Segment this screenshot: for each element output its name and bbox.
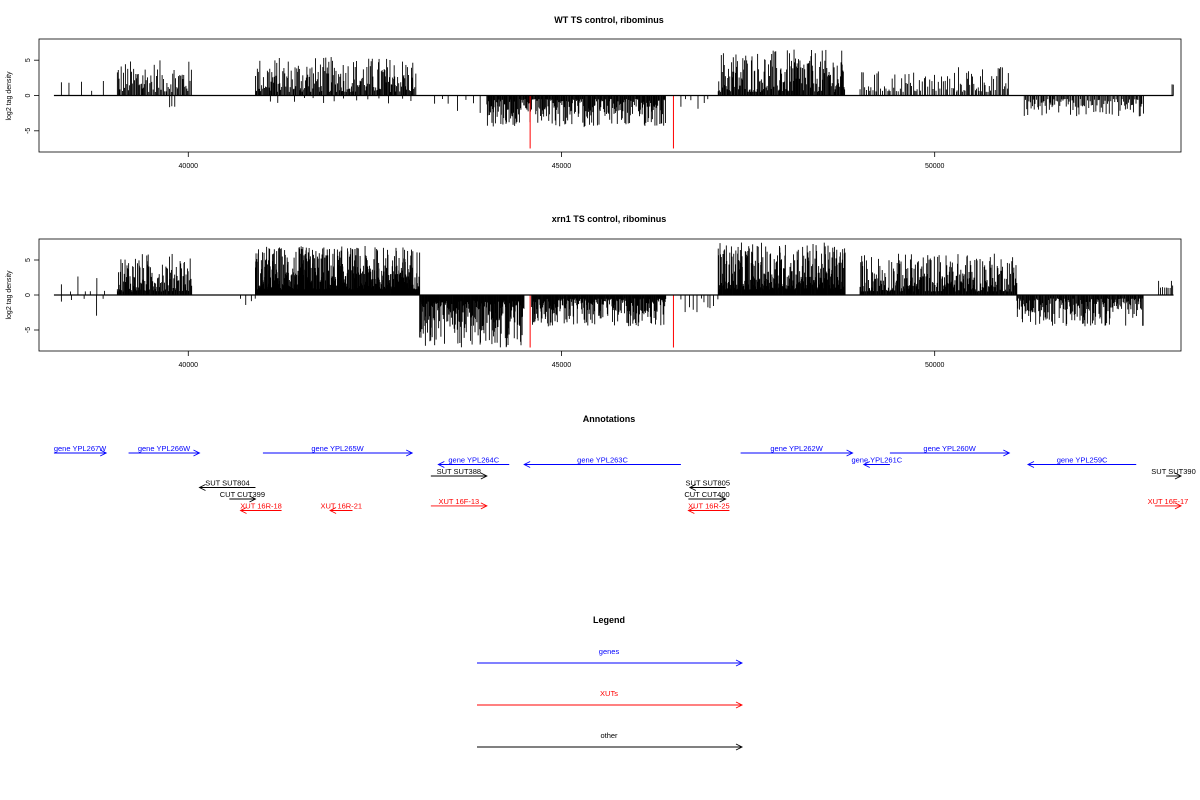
annotations-panel: Annotations gene YPL267W gene YPL266W gene… bbox=[54, 414, 1196, 514]
annotation-feature-label: gene YPL267W bbox=[54, 444, 107, 453]
legend-entry-label: genes bbox=[599, 647, 620, 656]
xrn1-density-bars bbox=[53, 242, 1174, 348]
xrn1-y-tick-label: -5 bbox=[25, 327, 32, 333]
wt-panel-title: WT TS control, ribominus bbox=[554, 15, 664, 25]
wt-density-panel: WT TS control, ribominus log2 tag densit… bbox=[6, 15, 1182, 170]
xrn1-y-axis-label: log2 tag density bbox=[6, 270, 13, 320]
annotation-feature-label: gene YPL262W bbox=[770, 444, 823, 453]
annotation-feature-arrowhead bbox=[198, 484, 206, 491]
legend-entry-arrowhead bbox=[735, 659, 744, 667]
annotation-feature-arrowhead bbox=[523, 461, 531, 468]
xrn1-x-tick-label: 40000 bbox=[179, 362, 199, 369]
wt-y-tick-label: -5 bbox=[25, 128, 32, 134]
legend-entry-arrowhead bbox=[735, 701, 744, 709]
annotation-feature-label: gene YPL263C bbox=[577, 456, 628, 465]
wt-x-tick-label: 40000 bbox=[179, 163, 199, 170]
annotation-feature-label: gene YPL266W bbox=[138, 444, 191, 453]
annotation-feature-arrowhead bbox=[239, 507, 247, 514]
annotation-feature-arrowhead bbox=[1026, 461, 1035, 468]
annotation-feature-label: gene YPL264C bbox=[448, 456, 499, 465]
annotation-feature-arrowhead bbox=[249, 495, 257, 503]
annotation-feature-label: XUT 16F-17 bbox=[1148, 497, 1189, 506]
annotation-feature-arrowhead bbox=[480, 502, 488, 510]
annotation-feature-arrowhead bbox=[99, 449, 108, 457]
annotation-feature-label: CUT CUT400 bbox=[684, 490, 729, 499]
annotation-feature-label: gene YPL261C bbox=[851, 456, 902, 465]
annotation-feature-arrowhead bbox=[1003, 449, 1011, 457]
annotation-feature-arrowhead bbox=[846, 449, 854, 457]
annotation-feature-arrowhead bbox=[193, 449, 201, 457]
wt-y-tick-label: 0 bbox=[25, 93, 32, 97]
xrn1-y-tick-label: 5 bbox=[25, 258, 32, 262]
legend-panel: Legend genes XUTs other bbox=[477, 615, 744, 751]
annotation-feature-label: XUT 16R-18 bbox=[240, 502, 282, 511]
annotation-feature-label: SUT SUT804 bbox=[205, 479, 249, 488]
xrn1-density-panel: xrn1 TS control, ribominus log2 tag dens… bbox=[6, 214, 1182, 369]
xrn1-x-tick-label: 45000 bbox=[552, 362, 572, 369]
annotation-feature-label: CUT CUT399 bbox=[220, 490, 265, 499]
annotation-feature-arrowhead bbox=[1174, 502, 1183, 510]
annotation-feature-arrowhead bbox=[329, 507, 337, 514]
annotation-feature-label: SUT SUT805 bbox=[686, 479, 730, 488]
legend-entry-label: other bbox=[600, 731, 618, 740]
annotation-feature-label: XUT 16F-13 bbox=[438, 497, 479, 506]
wt-axes: 40000 45000 50000 -5 0 5 bbox=[25, 58, 945, 170]
annotation-features: gene YPL267W gene YPL266W gene YPL265W gene… bbox=[54, 444, 1196, 514]
annotation-feature-label: SUT SUT390 bbox=[1151, 467, 1195, 476]
wt-x-tick-label: 50000 bbox=[925, 163, 945, 170]
annotation-feature-arrowhead bbox=[437, 461, 445, 468]
annotation-feature-label: XUT 16R-25 bbox=[688, 502, 730, 511]
annotations-title: Annotations bbox=[583, 414, 636, 424]
wt-density-bars bbox=[53, 49, 1174, 149]
legend-entries: genes XUTs other bbox=[477, 647, 744, 751]
xrn1-axes: 40000 45000 50000 -5 0 5 bbox=[25, 258, 945, 369]
annotation-feature-arrowhead bbox=[480, 472, 488, 480]
annotation-feature-label: gene YPL260W bbox=[923, 444, 976, 453]
xrn1-panel-title: xrn1 TS control, ribominus bbox=[552, 214, 667, 224]
annotation-feature-arrowhead bbox=[1174, 472, 1183, 480]
annotation-feature-arrowhead bbox=[687, 507, 695, 514]
annotation-feature-arrowhead bbox=[719, 495, 727, 503]
xrn1-x-tick-label: 50000 bbox=[925, 362, 945, 369]
wt-y-axis-label: log2 tag density bbox=[6, 71, 13, 121]
annotation-feature-label: SUT SUT388 bbox=[437, 467, 481, 476]
annotation-feature-label: gene YPL259C bbox=[1057, 456, 1108, 465]
wt-y-tick-label: 5 bbox=[25, 58, 32, 62]
annotation-feature-label: XUT 16R-21 bbox=[321, 502, 363, 511]
legend-entry-arrowhead bbox=[735, 743, 744, 751]
wt-x-tick-label: 45000 bbox=[552, 163, 572, 170]
annotation-feature-arrowhead bbox=[406, 449, 414, 457]
legend-entry-label: XUTs bbox=[600, 689, 618, 698]
annotation-feature-arrowhead bbox=[688, 484, 697, 491]
annotation-feature-arrowhead bbox=[862, 461, 870, 468]
annotation-feature-label: gene YPL265W bbox=[311, 444, 364, 453]
legend-title: Legend bbox=[593, 615, 625, 625]
xrn1-y-tick-label: 0 bbox=[25, 293, 32, 297]
